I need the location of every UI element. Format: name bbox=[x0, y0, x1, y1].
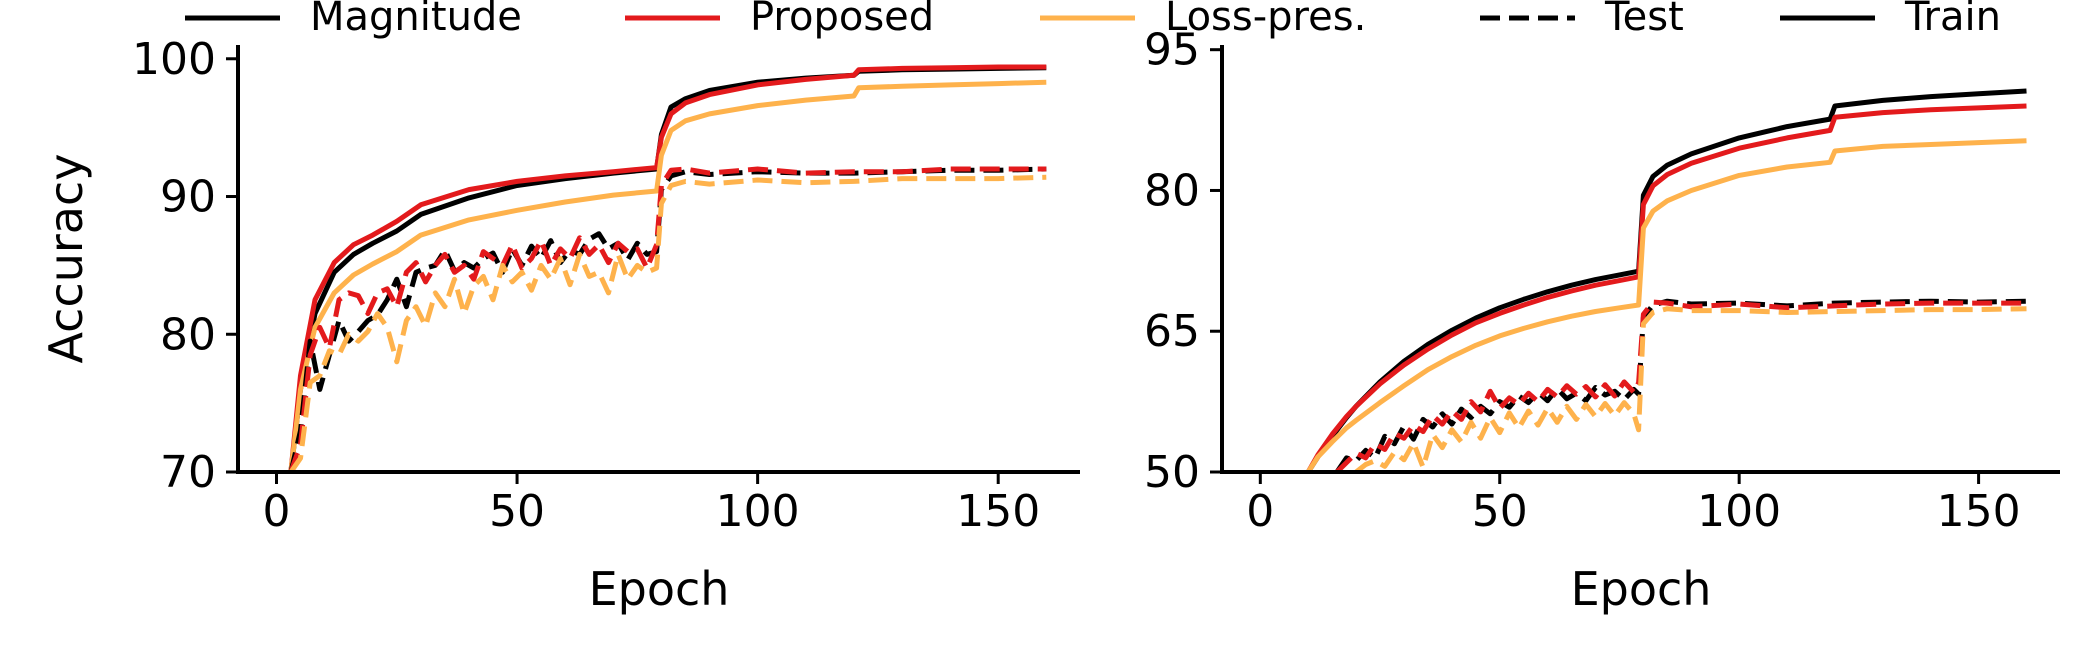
legend-label: Magnitude bbox=[310, 0, 522, 40]
legend-item-train: Train bbox=[1780, 0, 2001, 40]
series-line-proposed-test bbox=[1335, 299, 2027, 472]
series-line-loss-pres-test bbox=[288, 174, 1047, 472]
series-line-magnitude-train bbox=[1306, 88, 2027, 472]
y-tick-label: 80 bbox=[1144, 165, 1200, 216]
series-line-proposed-test bbox=[288, 166, 1047, 472]
x-tick-label: 0 bbox=[262, 486, 290, 537]
legend-item-magnitude: Magnitude bbox=[185, 0, 522, 40]
y-tick-label: 70 bbox=[160, 447, 216, 498]
legend-item-test: Test bbox=[1480, 0, 1684, 40]
series-line-loss-pres-train bbox=[1306, 138, 2027, 472]
legend-item-loss-pres: Loss-pres. bbox=[1040, 0, 1366, 40]
x-axis-label: Epoch bbox=[1571, 562, 1712, 616]
y-tick-label: 50 bbox=[1144, 447, 1200, 498]
series-line-magnitude-test bbox=[288, 166, 1047, 472]
plot-area bbox=[1306, 88, 2027, 472]
x-tick-label: 100 bbox=[716, 486, 800, 537]
x-tick-label: 0 bbox=[1246, 486, 1274, 537]
x-tick-label: 150 bbox=[956, 486, 1040, 537]
series-line-loss-pres-train bbox=[288, 79, 1047, 472]
plot-area bbox=[288, 64, 1047, 472]
x-axis-label: Epoch bbox=[589, 562, 730, 616]
series-line-magnitude-train bbox=[288, 65, 1047, 472]
y-tick-label: 80 bbox=[160, 309, 216, 360]
legend-label: Train bbox=[1904, 0, 2001, 40]
x-tick-label: 50 bbox=[489, 486, 545, 537]
legend-label: Loss-pres. bbox=[1165, 0, 1366, 40]
legend-label: Test bbox=[1604, 0, 1684, 40]
right-accuracy-panel: 0 50 100 150 50 65 80 95 Epoch bbox=[1144, 25, 2060, 616]
legend-label: Proposed bbox=[750, 0, 934, 40]
y-tick-label: 100 bbox=[132, 34, 216, 85]
series-line-proposed-train bbox=[288, 64, 1047, 472]
x-tick-label: 50 bbox=[1472, 486, 1528, 537]
legend-item-proposed: Proposed bbox=[625, 0, 934, 40]
x-tick-label: 150 bbox=[1937, 486, 2021, 537]
y-tick-label: 95 bbox=[1144, 25, 1200, 76]
series-line-loss-pres-test bbox=[1354, 306, 2027, 472]
y-tick-label: 65 bbox=[1144, 306, 1200, 357]
y-tick-label: 90 bbox=[160, 172, 216, 223]
y-axis-label: Accuracy bbox=[39, 153, 93, 363]
legend: Magnitude Proposed Loss-pres. Test Train bbox=[185, 0, 2001, 40]
series-line-proposed-train bbox=[1306, 103, 2027, 472]
left-accuracy-panel: 0 50 100 150 70 80 90 100 Epoch Accuracy bbox=[39, 34, 1080, 616]
x-tick-label: 100 bbox=[1697, 486, 1781, 537]
